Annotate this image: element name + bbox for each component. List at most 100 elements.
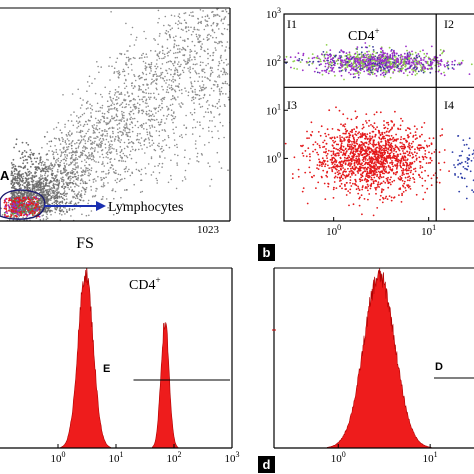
scatter-point [188,14,191,16]
scatter-point [142,100,144,103]
scatter-point [334,55,336,58]
scatter-point [174,39,176,42]
scatter-point [399,58,402,61]
scatter-point [138,57,141,60]
scatter-point [400,70,403,73]
scatter-point [207,62,209,65]
gated-point [36,208,39,210]
scatter-point [59,170,62,173]
scatter-point [386,58,389,61]
scatter-point [108,92,111,95]
scatter-point [378,62,381,65]
scatter-point [351,56,354,59]
scatter-point [415,54,418,57]
scatter-point [211,130,213,133]
scatter-point [54,175,56,177]
gated-point [5,198,8,200]
scatter-point [183,59,185,61]
scatter-point [159,51,161,53]
scatter-point [47,165,50,168]
scatter-point [214,2,216,4]
scatter-point [159,123,162,126]
scatter-point [400,53,402,56]
scatter-point [177,63,179,65]
scatter-point [320,125,323,128]
scatter-point [429,63,432,66]
scatter-point [397,54,400,57]
scatter-point [335,60,338,62]
scatter-point [379,47,382,50]
scatter-point [44,209,47,212]
scatter-point [87,202,89,205]
scatter-point [41,194,44,196]
scatter-point [84,120,87,123]
scatter-point [91,143,93,145]
scatter-point [318,64,321,66]
scatter-point [47,200,50,202]
scatter-point [118,180,121,182]
scatter-point [48,150,50,152]
scatter-point [225,64,228,66]
scatter-point [123,147,126,150]
scatter-point [196,52,198,54]
scatter-point [46,175,49,178]
scatter-point [132,148,134,151]
scatter-point [116,96,118,98]
scatter-point [176,56,178,59]
scatter-point [403,62,406,65]
scatter-point [225,10,228,13]
scatter-point [382,69,385,72]
scatter-point [86,123,89,126]
scatter-point [59,161,61,164]
scatter-point [220,59,223,62]
scatter-point [172,97,174,100]
scatter-point [370,66,373,69]
scatter-point [101,140,103,143]
scatter-point [227,12,230,15]
scatter-point [316,167,318,170]
gated-point [19,198,21,201]
scatter-point [376,63,379,66]
scatter-point [95,187,97,190]
scatter-point [176,68,178,71]
scatter-point [160,118,163,121]
scatter-point [55,202,58,205]
scatter-point [371,73,374,76]
scatter-point [135,161,138,164]
scatter-point [202,127,204,130]
scatter-point [123,82,126,85]
scatter-point [93,160,96,162]
scatter-point [202,97,205,99]
scatter-point [65,133,68,136]
gated-point [34,207,36,209]
scatter-point [150,92,152,95]
scatter-point [207,111,210,114]
scatter-point [241,129,243,131]
scatter-point [31,183,34,186]
scatter-point [63,198,66,201]
scatter-point [289,56,292,59]
scatter-point [159,75,161,77]
scatter-point [206,15,209,18]
scatter-point [30,160,33,163]
scatter-point [86,147,88,150]
scatter-point [225,71,227,74]
scatter-point [211,0,213,1]
scatter-point [148,142,151,144]
scatter-point [121,116,124,118]
scatter-point [140,137,143,139]
scatter-point [185,2,187,4]
scatter-point [26,162,29,164]
scatter-point [348,59,351,62]
scatter-point [166,115,168,117]
scatter-point [340,69,343,72]
scatter-point [68,209,71,211]
gated-point [23,213,26,216]
scatter-point [73,164,75,166]
scatter-point [134,79,137,82]
scatter-point [81,174,83,176]
scatter-point [116,102,119,105]
scatter-point [387,59,390,62]
scatter-point [185,30,188,33]
scatter-point [347,63,349,65]
